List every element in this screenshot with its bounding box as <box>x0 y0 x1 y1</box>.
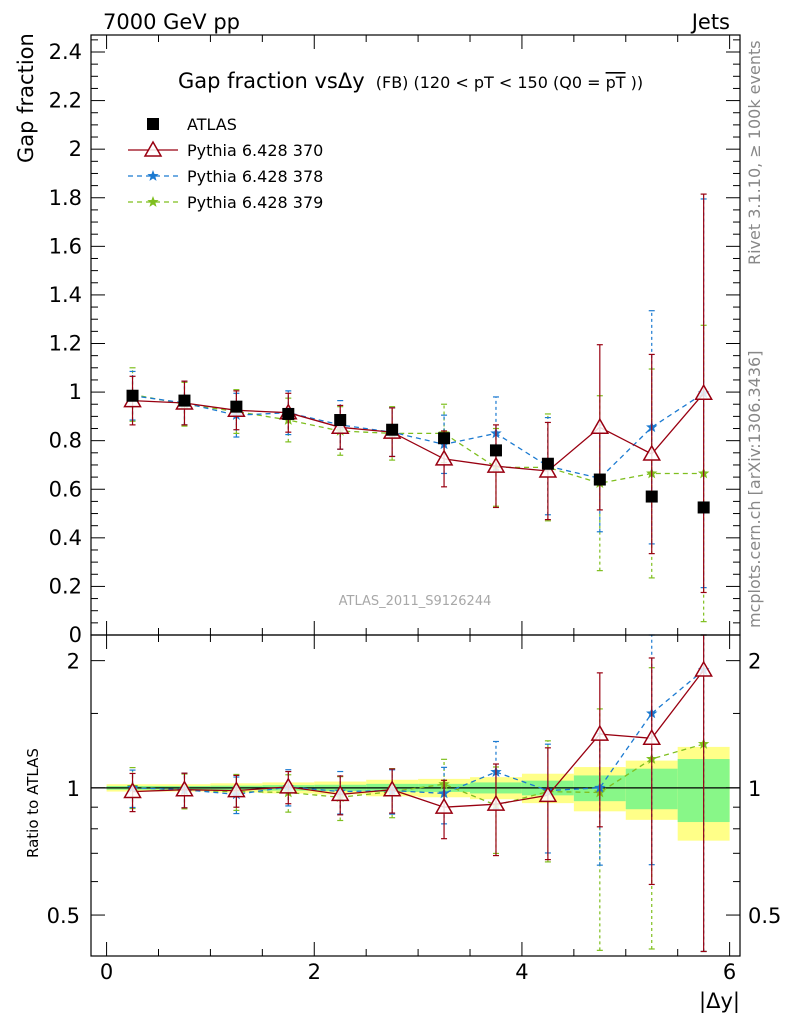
triangle-marker <box>330 417 350 435</box>
triangle-marker <box>642 444 662 461</box>
plot-title-overline: pT <box>606 73 626 92</box>
atlas-marker <box>541 457 554 470</box>
triangle-marker <box>486 456 506 473</box>
y-tick-label: 2.4 <box>49 40 82 64</box>
star-marker <box>147 170 159 181</box>
triangle-marker <box>175 780 194 797</box>
atlas-marker <box>334 414 347 427</box>
triangle-marker <box>538 461 558 478</box>
analysis-watermark: ATLAS_2011_S9126244 <box>339 594 492 609</box>
y-tick-label: 1.2 <box>49 332 82 356</box>
y-tick-label: 0 <box>69 623 82 647</box>
triangle-marker <box>227 781 246 798</box>
rivet-label: Rivet 3.1.10, ≥ 100k events <box>745 40 764 265</box>
triangle-marker <box>143 140 163 157</box>
ratio-series-line <box>132 669 705 808</box>
y-tick-label: 0.8 <box>49 429 82 453</box>
ratio-tick-label-right: 0.5 <box>748 904 781 928</box>
ratio-tick-label-right: 1 <box>748 777 761 801</box>
series-line <box>132 392 705 480</box>
triangle-marker <box>486 794 506 811</box>
triangle-marker <box>279 777 298 794</box>
x-tick-label: 6 <box>723 960 736 984</box>
atlas-marker <box>282 407 295 420</box>
legend-entry: Pythia 6.428 370 <box>128 140 323 160</box>
triangle-marker <box>330 784 350 802</box>
atlas-marker <box>178 394 191 407</box>
series-line <box>132 392 705 472</box>
series-line <box>132 393 704 484</box>
y-tick-label: 0.6 <box>49 477 82 501</box>
atlas-marker <box>645 490 658 503</box>
ratio-plot-frame <box>90 634 741 957</box>
triangle-marker <box>123 782 142 799</box>
plot-title-main: Gap fraction vsΔy <box>178 69 365 93</box>
plot-title: Gap fraction vsΔy (FB) (120 < pT < 150 (… <box>178 69 643 93</box>
ratio-tick-label-left: 2 <box>67 650 80 674</box>
axes-ticks: 0 2 4 6 0 0.2 0.4 0.6 0.8 1 1.2 1.4 1.6 1.8 2 2.2 2.4 0.5… <box>47 35 781 984</box>
series-layer <box>123 193 713 953</box>
atlas-marker <box>489 444 502 457</box>
y-tick-label: 1.6 <box>49 234 82 258</box>
header-right: Jets <box>690 10 730 34</box>
x-tick-label: 4 <box>515 960 528 984</box>
atlas-marker <box>697 501 710 514</box>
y-tick-label: 1 <box>69 380 82 404</box>
atlas-marker <box>593 473 606 486</box>
header-left: 7000 GeV pp <box>103 10 240 34</box>
y-tick-label: 2 <box>69 137 82 161</box>
legend-entry: ATLAS <box>147 115 237 134</box>
x-tick-label: 0 <box>100 960 113 984</box>
triangle-marker <box>694 660 713 677</box>
atlas-marker <box>438 432 451 445</box>
legend-entry: Pythia 6.428 379 <box>128 193 323 212</box>
plot-title-detail: (FB) (120 < pT < 150 (Q0 = <box>376 73 601 92</box>
legend-label: Pythia 6.428 370 <box>187 141 323 160</box>
y-tick-label: 2.2 <box>49 89 82 113</box>
x-tick-label: 2 <box>308 960 321 984</box>
triangle-marker <box>590 417 610 435</box>
ratio-uncertainty-bands <box>106 746 730 841</box>
y-axis-title: Gap fraction <box>14 33 38 163</box>
ratio-tick-label-left: 0.5 <box>47 904 80 928</box>
y-tick-label: 1.4 <box>49 283 82 307</box>
triangle-marker <box>538 785 558 803</box>
ratio-axis-title: Ratio to ATLAS <box>24 748 42 858</box>
atlas-marker <box>386 423 399 436</box>
legend-label: ATLAS <box>187 115 237 134</box>
legend-entry: Pythia 6.428 378 <box>128 167 323 186</box>
triangle-marker <box>590 724 610 741</box>
triangle-marker <box>434 449 454 466</box>
series-pythia-6-428-370 <box>123 193 713 953</box>
y-tick-label: 0.4 <box>49 526 82 550</box>
star-marker <box>147 196 159 207</box>
triangle-marker <box>694 383 713 401</box>
ratio-tick-label-left: 1 <box>67 777 80 801</box>
plot-title-close: )) <box>631 73 643 92</box>
x-axis-title: |Δy| <box>699 989 740 1014</box>
series-atlas <box>126 389 710 514</box>
triangle-marker <box>642 728 662 746</box>
atlas-marker <box>147 118 159 130</box>
legend-label: Pythia 6.428 378 <box>187 167 323 186</box>
atlas-marker <box>126 389 139 402</box>
mcplots-label: mcplots.cern.ch [arXiv:1306.3436] <box>745 351 764 628</box>
triangle-marker <box>382 780 402 797</box>
legend-label: Pythia 6.428 379 <box>187 193 323 212</box>
atlas-marker <box>230 400 243 413</box>
y-tick-label: 1.8 <box>49 186 82 210</box>
legend: ATLAS Pythia 6.428 370 Pythia 6.428 378 Pyt… <box>128 115 323 212</box>
triangle-marker <box>434 797 454 814</box>
y-tick-label: 0.2 <box>49 574 82 598</box>
series-pythia-6-428-378 <box>126 198 710 953</box>
ratio-tick-label-right: 2 <box>748 650 761 674</box>
